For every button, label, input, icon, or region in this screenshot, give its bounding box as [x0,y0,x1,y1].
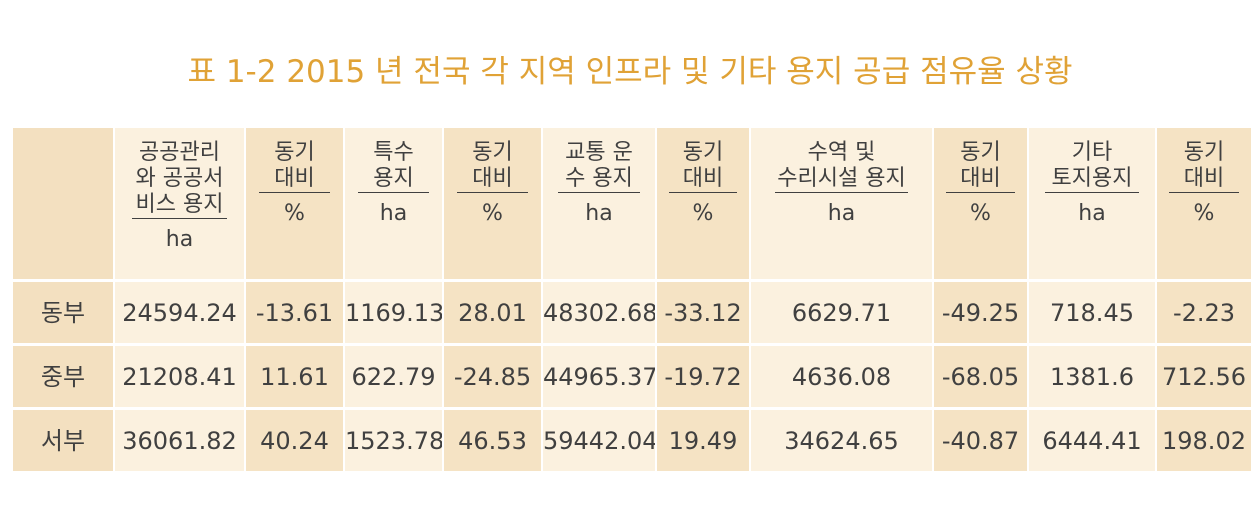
header-unit: ha [379,201,408,226]
header-cell: 동기 대비% [1155,128,1251,282]
table-cell: 24594.24 [113,282,244,346]
table-cell: -40.87 [932,410,1027,474]
table-cell: -2.23 [1155,282,1251,346]
header-name: 동기 대비 [274,140,315,191]
header-name: 기타 토지용지 [1051,140,1133,191]
table-cell: -24.85 [442,346,541,410]
row-label: 동부 [13,282,113,346]
table-cell: 1381.6 [1027,346,1155,410]
header-cell: 동기 대비% [932,128,1027,282]
table-cell: 718.45 [1027,282,1155,346]
table-cell: 44965.37 [541,346,655,410]
row-label: 중부 [13,346,113,410]
table-cell: 622.79 [343,346,442,410]
table-cell: 28.01 [442,282,541,346]
header-name: 동기 대비 [682,140,724,191]
table-cell: -33.12 [655,282,749,346]
header-unit: % [1193,201,1215,226]
table-cell: 712.56 [1155,346,1251,410]
header-cell: 특수 용지 ha [343,128,442,282]
header-cell: 동기 대비% [442,128,541,282]
table-title: 표 1-2 2015 년 전국 각 지역 인프라 및 기타 용지 공급 점유율 … [187,54,1073,90]
header-name: 공공관리 와 공공서 비스 용지 [135,140,224,217]
table-cell: 1169.13 [343,282,442,346]
table-cell: -49.25 [932,282,1027,346]
table-cell: 59442.04 [541,410,655,474]
table-row: 서부 36061.82 40.24 1523.78 46.53 59442.04… [13,410,1251,474]
header-name: 동기 대비 [1183,140,1225,191]
header-row: 공공관리 와 공공서 비스 용지 ha 동기 대비% 특수 용지 ha 동기 대비% 교통 운… [13,128,1251,282]
header-name: 특수 용지 [373,140,414,191]
header-unit: ha [1078,201,1106,226]
header-cell: 공공관리 와 공공서 비스 용지 ha [113,128,244,282]
table-cell: 11.61 [244,346,343,410]
header-cell: 동기 대비% [655,128,749,282]
table-cell: 40.24 [244,410,343,474]
header-unit: ha [827,201,856,226]
row-label: 서부 [13,410,113,474]
table-cell: 21208.41 [113,346,244,410]
table-cell: -13.61 [244,282,343,346]
header-cell: 기타 토지용지 ha [1027,128,1155,282]
header-unit: ha [165,227,194,252]
table-cell: 46.53 [442,410,541,474]
table-cell: -68.05 [932,346,1027,410]
table-cell: 6629.71 [749,282,932,346]
table-cell: 36061.82 [113,410,244,474]
header-cell: 수역 및 수리시설 용지 ha [749,128,932,282]
header-name: 동기 대비 [960,140,1001,191]
header-name: 수역 및 수리시설 용지 [777,140,906,191]
header-name: 동기 대비 [472,140,513,191]
table-row: 동부 24594.24 -13.61 1169.13 28.01 48302.6… [13,282,1251,346]
table-cell: 1523.78 [343,410,442,474]
header-unit: % [692,201,714,226]
header-unit: % [284,201,305,226]
table-cell: -19.72 [655,346,749,410]
table-cell: 4636.08 [749,346,932,410]
table-cell: 48302.68 [541,282,655,346]
table-row: 중부 21208.41 11.61 622.79 -24.85 44965.37… [13,346,1251,410]
header-cell: 동기 대비% [244,128,343,282]
header-stub [13,128,113,282]
table-cell: 34624.65 [749,410,932,474]
header-unit: % [970,201,991,226]
header-unit: ha [585,201,613,226]
header-unit: % [482,201,503,226]
table-cell: 19.49 [655,410,749,474]
table-cell: 198.02 [1155,410,1251,474]
land-supply-table: 공공관리 와 공공서 비스 용지 ha 동기 대비% 특수 용지 ha 동기 대비% 교통 운… [13,128,1251,474]
table-cell: 6444.41 [1027,410,1155,474]
